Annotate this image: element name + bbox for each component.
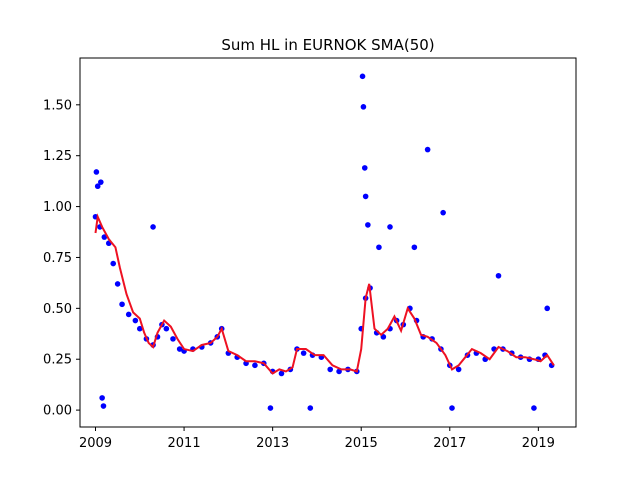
x-tick-label: 2011 [168, 436, 201, 451]
y-tick-label: 1.25 [43, 149, 72, 164]
plot-area [92, 73, 555, 411]
scatter-point [365, 222, 371, 228]
scatter-point [99, 395, 105, 401]
x-tick-label: 2019 [522, 436, 555, 451]
scatter-point [150, 224, 156, 230]
scatter-point [267, 405, 274, 411]
scatter-point [119, 301, 125, 308]
scatter-point [132, 317, 139, 324]
scatter-point [449, 405, 455, 411]
scatter-point [440, 209, 446, 216]
scatter-point [170, 336, 176, 342]
scatter-point [114, 281, 121, 287]
scatter-point [163, 325, 170, 332]
chart-title: Sum HL in EURNOK SMA(50) [221, 36, 434, 54]
scatter-point [110, 260, 117, 267]
scatter-point [361, 165, 368, 171]
scatter-point [125, 311, 132, 318]
scatter-point [360, 104, 367, 110]
y-axis: 0.00 0.25 0.50 0.75 1.00 1.25 1.50 [43, 98, 80, 419]
x-tick-label: 2015 [345, 436, 378, 451]
scatter-point [300, 350, 307, 356]
scatter-point [278, 370, 285, 377]
scatter-point [362, 193, 369, 200]
scatter-point [100, 403, 107, 409]
scatter-point [544, 305, 551, 312]
scatter-point [380, 334, 387, 340]
scatter-point [359, 73, 366, 80]
axes-frame [79, 57, 577, 428]
y-tick-label: 0.25 [43, 353, 72, 368]
scatter-point [455, 366, 462, 373]
sma-line [94, 213, 555, 375]
y-tick-label: 1.00 [43, 200, 72, 215]
y-tick-label: 0.00 [43, 404, 72, 419]
y-tick-label: 0.75 [43, 251, 72, 266]
scatter-point [94, 183, 101, 190]
scatter-point [531, 405, 537, 411]
scatter-point [307, 405, 314, 411]
scatter-point [252, 362, 258, 369]
scatter-point [93, 169, 100, 175]
scatter-point [327, 366, 334, 373]
scatter-point [411, 244, 418, 251]
x-tick-label: 2013 [256, 436, 289, 451]
y-tick-label: 0.50 [43, 302, 72, 317]
scatter-point [376, 244, 382, 251]
scatter-point [387, 224, 393, 230]
y-tick-label: 1.50 [43, 98, 72, 113]
scatter-point [136, 325, 143, 332]
scatter-point [495, 272, 502, 279]
scatter-point [98, 179, 104, 185]
scatter-point [101, 234, 108, 240]
x-axis: 2009 2011 2013 2015 2017 2019 [79, 427, 555, 451]
x-tick-label: 2009 [79, 436, 112, 451]
scatter-point [424, 146, 431, 153]
scatter-point [176, 346, 183, 352]
x-tick-label: 2017 [433, 436, 466, 451]
